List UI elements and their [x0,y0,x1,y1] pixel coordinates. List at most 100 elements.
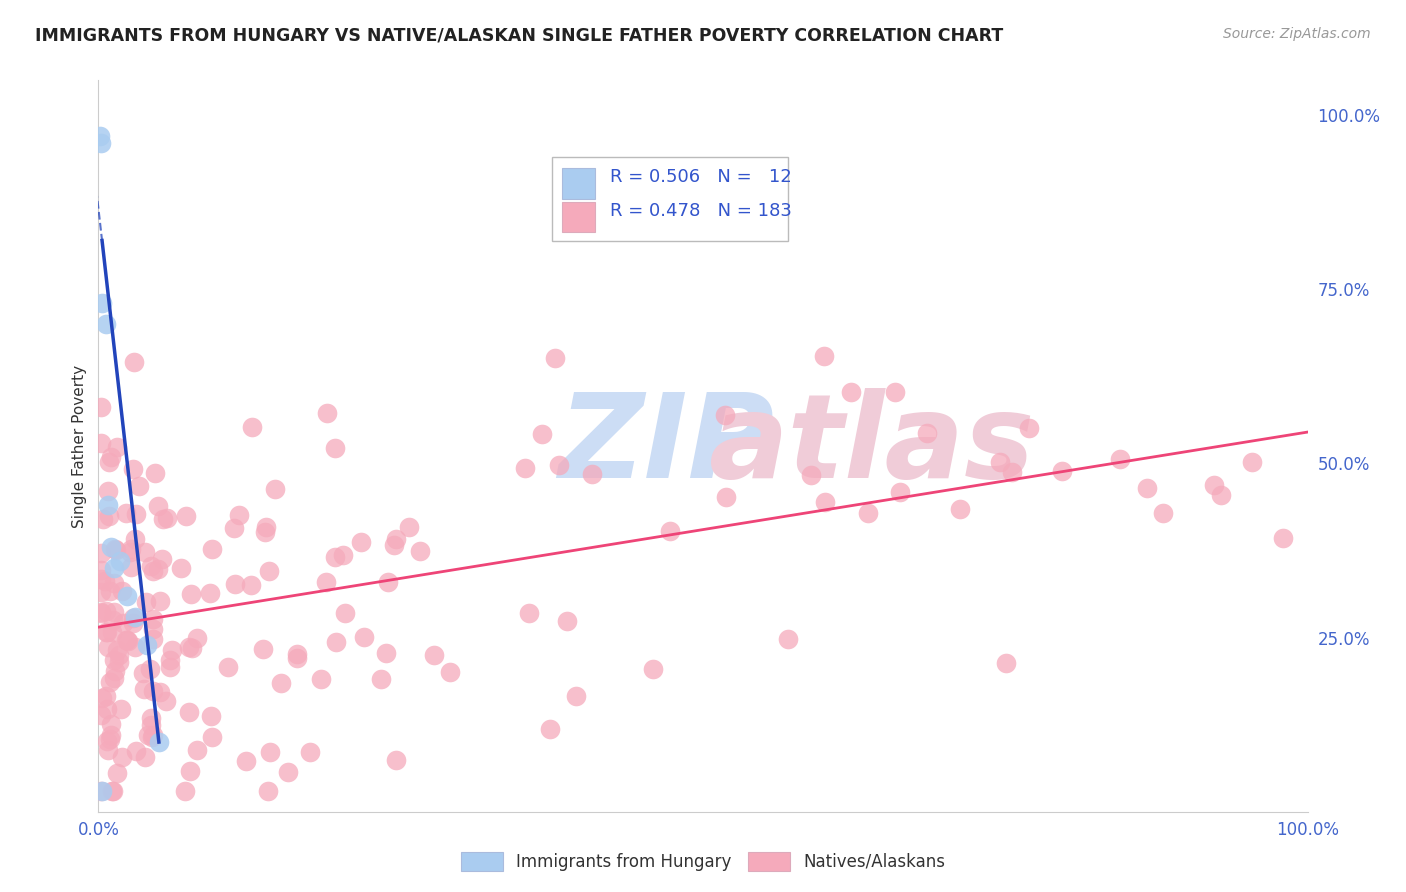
Point [139,558,162,573]
Point [323,442,346,456]
Point [658,524,681,539]
Point [98,583,121,598]
Point [98,508,121,523]
Point [643,662,665,676]
Point [94,317,117,331]
Text: R = 0.506   N =   12: R = 0.506 N = 12 [610,169,792,186]
Point [90,605,112,619]
Point [565,689,588,703]
Point [839,384,862,399]
Point [135,638,157,652]
Point [439,665,461,680]
Point [103,671,125,685]
Point [217,660,239,674]
Text: IMMIGRANTS FROM HUNGARY VS NATIVE/ALASKAN SINGLE FATHER POVERTY CORRELATION CHAR: IMMIGRANTS FROM HUNGARY VS NATIVE/ALASKA… [35,27,1004,45]
Point [813,495,835,509]
Point [177,705,200,719]
Point [128,479,150,493]
Point [142,684,165,698]
Point [254,520,277,534]
Point [105,440,128,454]
Point [156,511,179,525]
Point [142,564,165,578]
Point [228,508,250,522]
Point [889,485,911,500]
Point [201,730,224,744]
Point [120,541,142,556]
Point [103,561,125,575]
Point [120,545,142,559]
Point [91,512,114,526]
Point [135,595,157,609]
Point [155,694,177,708]
Point [883,384,905,399]
Point [1050,464,1073,478]
Text: atlas: atlas [709,389,1035,503]
Point [285,651,308,665]
Point [91,690,114,705]
Point [148,499,170,513]
Point [134,681,156,696]
Point [555,615,578,629]
Point [422,648,444,662]
Point [385,753,408,767]
Point [277,765,299,780]
Point [240,578,263,592]
Point [142,622,165,636]
Point [94,574,117,589]
Point [174,508,197,523]
Point [122,462,145,476]
Point [90,585,112,599]
Point [90,546,112,560]
Point [988,455,1011,469]
Point [111,583,134,598]
Point [332,548,354,562]
Point [180,587,202,601]
Point [1241,455,1264,469]
Point [252,642,274,657]
Point [90,436,112,450]
Point [97,743,120,757]
Point [90,784,112,798]
Point [117,634,139,648]
Point [132,666,155,681]
Point [115,632,138,647]
Point [111,749,134,764]
Point [315,575,337,590]
Point [1018,421,1040,435]
Point [139,711,162,725]
Point [136,728,159,742]
FancyBboxPatch shape [551,157,787,241]
Point [517,606,540,620]
Point [143,467,166,481]
Point [101,784,124,798]
Point [90,563,112,577]
Point [125,744,148,758]
Point [254,525,277,540]
Point [100,450,122,465]
Point [530,426,553,441]
Point [122,355,145,369]
Point [142,612,165,626]
Legend: Immigrants from Hungary, Natives/Alaskans: Immigrants from Hungary, Natives/Alaskan… [453,843,953,880]
Point [179,640,201,655]
Point [122,616,145,631]
Point [325,635,347,649]
Point [257,564,280,578]
Point [124,533,146,547]
Point [107,648,129,662]
Point [115,632,138,647]
Point [97,498,120,512]
Point [270,676,292,690]
Point [98,455,121,469]
FancyBboxPatch shape [561,202,595,233]
Point [377,574,399,589]
Point [200,709,222,723]
Point [90,606,112,620]
Point [149,594,172,608]
Point [141,731,163,745]
Point [89,128,111,143]
Point [142,727,165,741]
Point [224,577,246,591]
Point [409,544,432,558]
